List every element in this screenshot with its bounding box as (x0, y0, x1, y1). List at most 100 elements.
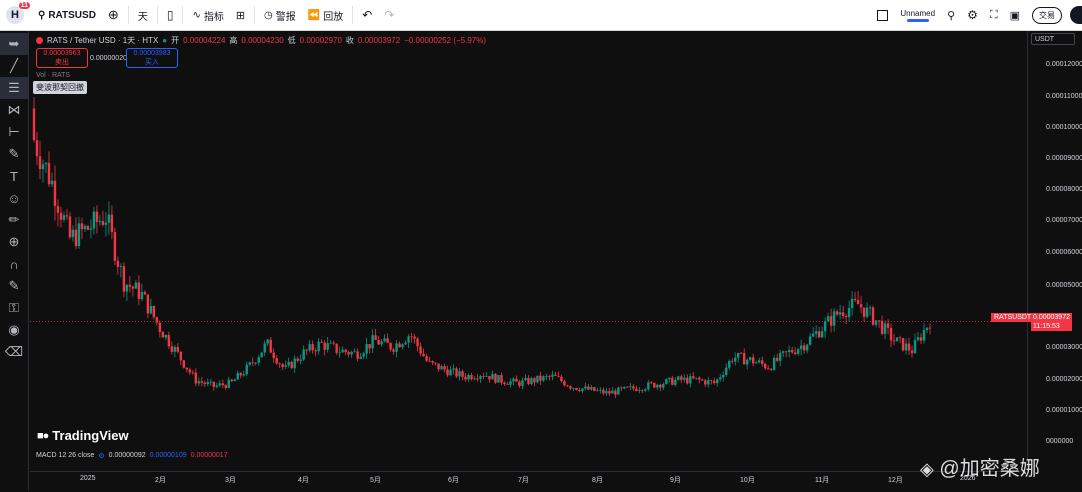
layout-name[interactable]: Unnamed (894, 0, 941, 30)
candle-body (533, 378, 536, 383)
candle-body (707, 380, 710, 385)
watermark: ◈ @加密桑娜 (920, 458, 1040, 480)
timeframe-button[interactable]: 天 (137, 11, 148, 23)
candle-body (32, 108, 36, 141)
symbol-search[interactable]: ⚲ RATSUSD (32, 0, 102, 30)
candle-body (662, 384, 665, 388)
candle-body (176, 346, 180, 352)
fib-tool[interactable]: ☰ (0, 77, 28, 99)
redo-button[interactable]: ↷ (378, 0, 400, 30)
price-axis[interactable]: 0.00012000 0.00011000 0.00010000 0.00009000… (1027, 31, 1082, 471)
candle-body (689, 376, 692, 384)
lock-draw-tool[interactable]: ✎ (0, 275, 28, 297)
candle-body (536, 375, 539, 383)
settings-button[interactable]: ⚙ (961, 0, 984, 30)
candle-body (221, 383, 224, 386)
candle-body (635, 388, 638, 391)
undo-button[interactable]: ↶ (356, 0, 378, 30)
forecast-tool[interactable]: ⊢ (0, 121, 28, 143)
trade-button[interactable]: 交易 (1026, 0, 1068, 30)
candle-body (859, 304, 863, 308)
lock-tool[interactable]: ⚿ (0, 297, 28, 319)
camera-icon: ▣ (1009, 9, 1020, 22)
brush-tool[interactable]: ✎ (0, 143, 28, 165)
symbol-logo-icon (36, 37, 43, 44)
candle-body (515, 378, 518, 382)
candle-body (886, 323, 890, 328)
candle-body (677, 376, 680, 380)
time-axis[interactable]: 2025 2月 3月 4月 5月 6月 7月 8月 9月 10月 11月 12月 2026 (30, 471, 1026, 492)
user-avatar[interactable]: H 11 (6, 2, 30, 24)
pattern-tool[interactable]: ⋈ (0, 99, 28, 121)
candle-body (916, 337, 920, 341)
candle-body (865, 307, 869, 317)
indicators-button[interactable]: ∿ 指标 (192, 9, 224, 23)
magnet-tool[interactable]: ∩ (0, 253, 28, 275)
sell-box[interactable]: 0.00003963 卖出 (36, 48, 88, 68)
candle-body (766, 368, 770, 370)
candle-body (551, 374, 554, 377)
candle-body (347, 352, 350, 355)
candle-body (74, 229, 78, 247)
candle-body (722, 374, 725, 378)
delete-tool[interactable]: ⌫ (0, 341, 28, 363)
candle-body (841, 312, 845, 316)
trend-line-tool[interactable]: ╱ (0, 55, 28, 77)
status-dot-icon: ● (162, 36, 168, 45)
chart-type-button[interactable]: ▯ (161, 0, 180, 30)
compare-button[interactable]: ⊕ (102, 0, 125, 30)
price-tick-label: 0.00007000 (1046, 217, 1082, 224)
tradingview-logo: ■● TradingView (37, 428, 129, 443)
candle-body (775, 357, 779, 361)
candle-body (829, 316, 833, 326)
lock-icon: ⚿ (9, 300, 19, 315)
candle-body (371, 335, 374, 349)
candle-body (149, 305, 153, 314)
text-tool[interactable]: T (0, 165, 28, 187)
candle-body (847, 308, 851, 318)
zoom-button[interactable]: ⚲ (941, 0, 961, 30)
candle-body (197, 381, 201, 384)
candle-body (581, 388, 584, 392)
account-avatar[interactable] (1070, 6, 1082, 24)
candle-body (560, 376, 563, 382)
replay-button[interactable]: ⏪ 回放 (307, 9, 344, 23)
alert-button[interactable]: ◷ 警报 (264, 9, 296, 23)
candle-body (769, 369, 773, 370)
ruler-icon: ✏ (8, 212, 20, 227)
candle-body (922, 329, 926, 341)
currency-select[interactable]: USDT (1031, 33, 1075, 45)
drawing-toolbar: ➥ ╱ ☰ ⋈ ⊢ ✎ T ☺ ✏ ⊕ ∩ ✎ ⚿ ◉ ⌫ (0, 31, 29, 491)
cursor-tool[interactable]: ➥ (0, 33, 28, 55)
macd-settings-icon[interactable]: ⚙ (98, 453, 105, 460)
ruler-tool[interactable]: ✏ (0, 209, 28, 231)
candle-body (317, 341, 320, 352)
candle-body (620, 387, 623, 389)
buy-box[interactable]: 0.00003983 买入 (126, 48, 178, 68)
price-chart[interactable] (30, 31, 1026, 471)
candle-body (353, 351, 356, 353)
candle-body (701, 379, 704, 381)
candle-body (53, 180, 57, 207)
candle-body (904, 343, 908, 351)
visibility-tool[interactable]: ◉ (0, 319, 28, 341)
candle-body (590, 387, 593, 390)
candle-body (796, 349, 800, 354)
emoji-tool[interactable]: ☺ (0, 187, 28, 209)
fib-icon: ☰ (8, 80, 20, 95)
candle-body (80, 223, 84, 230)
macd-legend: MACD 12 26 close ⚙ 0.00000092 0.00000109… (36, 452, 228, 460)
candle-body (542, 376, 545, 381)
volume-label: Vol · RATS (36, 72, 71, 79)
candle-body (299, 359, 302, 361)
candle-body (35, 140, 39, 157)
candle-body (778, 352, 782, 361)
candle-body (467, 374, 470, 380)
snapshot-button[interactable]: ▣ (1004, 0, 1026, 30)
zoom-in-tool[interactable]: ⊕ (0, 231, 28, 253)
candle-body (233, 379, 236, 382)
fullscreen-button[interactable]: ⛶ (984, 0, 1004, 30)
templates-button[interactable]: ⊞ (230, 0, 251, 30)
candle-body (883, 323, 887, 334)
layout-checkbox[interactable] (871, 0, 894, 30)
